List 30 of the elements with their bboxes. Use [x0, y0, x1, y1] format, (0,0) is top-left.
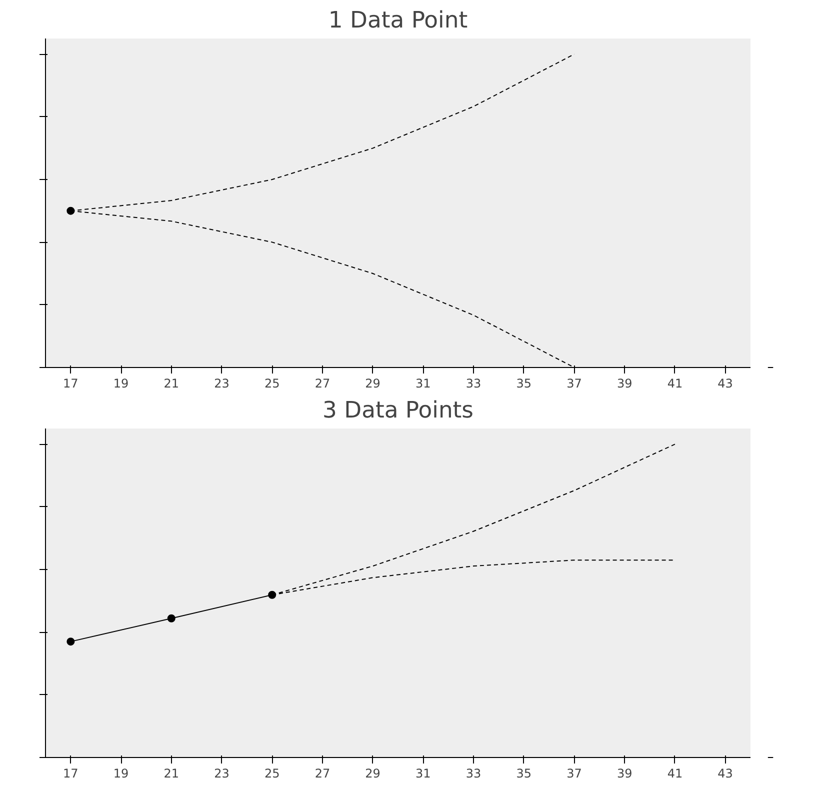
x-tick-label: 43: [718, 766, 733, 780]
x-tick-label: 35: [516, 376, 532, 390]
x-tick-label: 35: [516, 766, 532, 780]
x-tick-label: 33: [466, 766, 482, 780]
chart-title: 3 Data Points: [322, 398, 474, 424]
x-tick-label: 39: [616, 376, 632, 390]
x-tick-label: 21: [164, 376, 180, 390]
x-tick-label: 31: [416, 376, 431, 390]
x-tick-label: 27: [314, 376, 330, 390]
x-tick-label: 25: [264, 376, 280, 390]
x-tick-label: 43: [718, 376, 733, 390]
x-tick-label: 29: [365, 766, 380, 780]
x-tick-label: 17: [63, 766, 78, 780]
x-tick-label: 41: [667, 766, 683, 780]
x-tick-label: 33: [466, 376, 482, 390]
x-tick-label: 37: [566, 766, 582, 780]
x-tick-label: 31: [416, 766, 431, 780]
x-tick-label: 27: [314, 766, 330, 780]
x-tick-label: 23: [214, 376, 230, 390]
x-tick-label: 19: [113, 766, 129, 780]
x-tick-label: 25: [264, 766, 280, 780]
x-tick-label: 41: [667, 376, 683, 390]
x-tick-label: 37: [566, 376, 582, 390]
chart-title: 1 Data Point: [328, 8, 468, 34]
x-tick-label: 39: [616, 766, 632, 780]
x-tick-label: 17: [63, 376, 78, 390]
x-tick-label: 29: [365, 376, 380, 390]
x-tick-label: 21: [164, 766, 180, 780]
x-tick-label: 23: [214, 766, 230, 780]
x-tick-label: 19: [113, 376, 129, 390]
